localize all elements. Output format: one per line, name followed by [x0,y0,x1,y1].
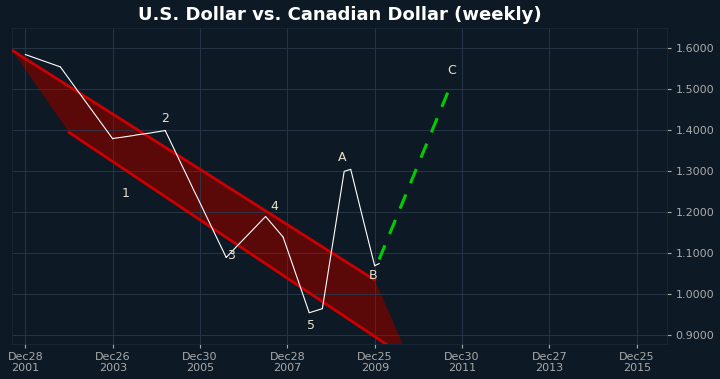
Text: A: A [338,150,346,163]
Text: 2: 2 [161,111,169,125]
Title: U.S. Dollar vs. Canadian Dollar (weekly): U.S. Dollar vs. Canadian Dollar (weekly) [138,6,541,23]
Polygon shape [12,50,410,360]
Text: 5: 5 [307,319,315,332]
Text: B: B [368,269,377,282]
Text: 3: 3 [227,249,235,262]
Text: 4: 4 [271,200,278,213]
Text: 1: 1 [122,187,130,200]
Text: C: C [447,64,456,77]
